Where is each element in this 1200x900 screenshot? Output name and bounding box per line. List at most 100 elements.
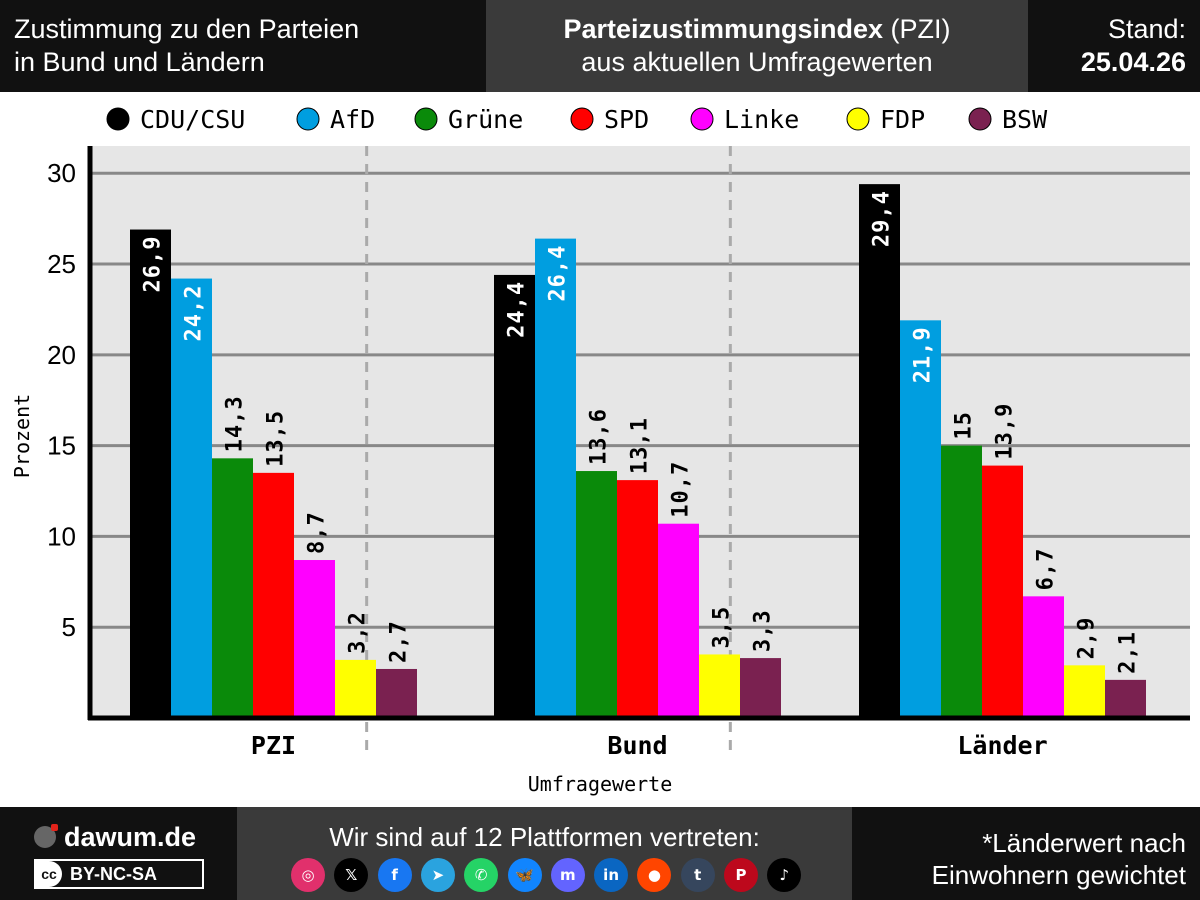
data-label-gruene-pzi: 14,3 [223, 395, 248, 452]
bar-linke-laender [1023, 596, 1064, 718]
bar-gruene-bund [576, 471, 617, 718]
dawum-logo-icon [34, 824, 58, 848]
bar-cdu-csu-pzi [130, 229, 171, 718]
telegram-icon[interactable]: ➤ [420, 858, 455, 892]
bar-spd-laender [982, 465, 1023, 718]
tumblr-icon[interactable]: t [680, 858, 715, 892]
footnote-line2: Einwohnern gewichtet [931, 860, 1186, 890]
header-center: Parteizustimmungsindex (PZI) aus aktuell… [486, 0, 1028, 92]
x-tick-label-bund: Bund [607, 731, 667, 760]
legend: CDU/CSU AfD Grüne SPD Linke FDP BSW [106, 105, 1048, 134]
data-label-afd-laender: 21,9 [911, 326, 936, 383]
legend-marker-cdu-csu [106, 107, 130, 131]
legend-label-afd: AfD [330, 105, 375, 134]
data-label-bsw-pzi: 2,7 [387, 620, 412, 663]
legend-label-spd: SPD [604, 105, 649, 134]
bar-cdu-csu-bund [494, 274, 535, 718]
bluesky-icon[interactable]: 🦋 [507, 858, 542, 892]
bar-bsw-laender [1105, 679, 1146, 718]
legend-label-gruene: Grüne [448, 105, 523, 134]
linkedin-icon[interactable]: in [594, 858, 629, 892]
legend-marker-gruene [414, 107, 438, 131]
data-label-cdu-csu-bund: 24,4 [505, 281, 530, 338]
bar-gruene-laender [941, 445, 982, 718]
legend-label-linke: Linke [724, 105, 799, 134]
platforms-text: Wir sind auf 12 Plattformen vertreten: [329, 822, 760, 852]
index-abbr: (PZI) [883, 14, 951, 44]
data-label-spd-laender: 13,9 [993, 403, 1018, 460]
license-text: BY-NC-SA [70, 864, 158, 884]
data-label-linke-bund: 10,7 [669, 461, 694, 518]
index-name: Parteizustimmungsindex [563, 14, 884, 44]
bar-fdp-pzi [335, 659, 376, 718]
header-right: Stand: 25.04.26 [1028, 0, 1200, 92]
footer-right: *Länderwert nach Einwohnern gewichtet [852, 807, 1200, 900]
y-tick-label: 15 [47, 431, 76, 461]
whatsapp-icon[interactable]: ✆ [464, 858, 499, 892]
header-left: Zustimmung zu den Parteien in Bund und L… [0, 0, 486, 92]
legend-label-cdu-csu: CDU/CSU [140, 105, 245, 134]
reddit-icon[interactable]: ● [637, 858, 672, 892]
data-label-cdu-csu-pzi: 26,9 [141, 236, 166, 293]
x-tick-label-pzi: PZI [251, 731, 296, 760]
bar-fdp-bund [699, 654, 740, 718]
brand-name: dawum.de [64, 822, 197, 852]
footer-center: Wir sind auf 12 Plattformen vertreten: ◎… [237, 807, 852, 900]
pinterest-icon[interactable]: P [724, 858, 758, 892]
data-label-afd-bund: 26,4 [546, 245, 571, 302]
header-center-line1: Parteizustimmungsindex (PZI) [486, 13, 1028, 45]
x-tick-label-laender: Länder [957, 731, 1047, 760]
x-icon[interactable]: 𝕏 [334, 858, 369, 892]
legend-label-fdp: FDP [880, 105, 925, 134]
footer-left: dawum.de cc BY-NC-SA [0, 807, 237, 900]
data-label-spd-pzi: 13,5 [264, 410, 289, 467]
bar-chart: CDU/CSU AfD Grüne SPD Linke FDP BSW 26,9 24,2 14… [10, 105, 1190, 796]
bar-spd-pzi [253, 472, 294, 718]
bar-linke-bund [658, 523, 699, 718]
y-tick-label: 10 [47, 521, 76, 551]
x-axis-label: Umfragewerte [528, 772, 673, 796]
footnote-line1: *Länderwert nach [982, 828, 1186, 858]
license-badge[interactable]: cc BY-NC-SA [34, 859, 204, 889]
bar-linke-pzi [294, 560, 335, 718]
bar-cdu-csu-laender [859, 184, 900, 719]
bar-bsw-bund [740, 658, 781, 718]
bar-afd-bund [535, 238, 576, 718]
bar-fdp-laender [1064, 665, 1105, 718]
legend-marker-spd [570, 107, 594, 131]
y-tick-label: 25 [47, 249, 76, 279]
data-label-bsw-laender: 2,1 [1116, 631, 1141, 674]
data-label-linke-pzi: 8,7 [305, 511, 330, 554]
y-tick-label: 20 [47, 340, 76, 370]
tiktok-icon[interactable]: ♪ [767, 858, 802, 892]
data-label-bsw-bund: 3,3 [751, 609, 776, 652]
legend-label-bsw: BSW [1002, 105, 1048, 134]
legend-marker-fdp [846, 107, 870, 131]
bar-gruene-pzi [212, 458, 253, 718]
date-value: 25.04.26 [1080, 47, 1186, 77]
data-label-spd-bund: 13,1 [628, 417, 653, 474]
instagram-icon[interactable]: ◎ [291, 858, 325, 892]
data-label-fdp-bund: 3,5 [710, 606, 735, 649]
data-label-gruene-laender: 15 [952, 411, 977, 440]
y-axis-label: Prozent [10, 394, 34, 478]
legend-marker-bsw [968, 107, 992, 131]
header-title-line2: in Bund und Ländern [14, 47, 265, 77]
data-label-fdp-pzi: 3,2 [346, 611, 371, 654]
facebook-icon[interactable]: f [377, 858, 412, 892]
legend-marker-afd [296, 107, 320, 131]
data-label-cdu-csu-laender: 29,4 [870, 190, 895, 247]
data-label-fdp-laender: 2,9 [1075, 617, 1100, 660]
mastodon-icon[interactable]: m [550, 858, 585, 892]
legend-marker-linke [690, 107, 714, 131]
bars: 26,9 24,2 14,3 13,5 8,7 3,2 2,7 24,4 26,4 13,6 13,… [130, 184, 1146, 719]
data-label-linke-laender: 6,7 [1034, 548, 1059, 591]
header-center-line2: aus aktuellen Umfragewerten [581, 47, 933, 77]
brand[interactable]: dawum.de [34, 821, 196, 853]
y-tick-label: 5 [62, 612, 76, 642]
bar-afd-pzi [171, 278, 212, 718]
bar-bsw-pzi [376, 668, 417, 718]
bar-spd-bund [617, 480, 658, 718]
data-label-afd-pzi: 24,2 [182, 285, 207, 342]
